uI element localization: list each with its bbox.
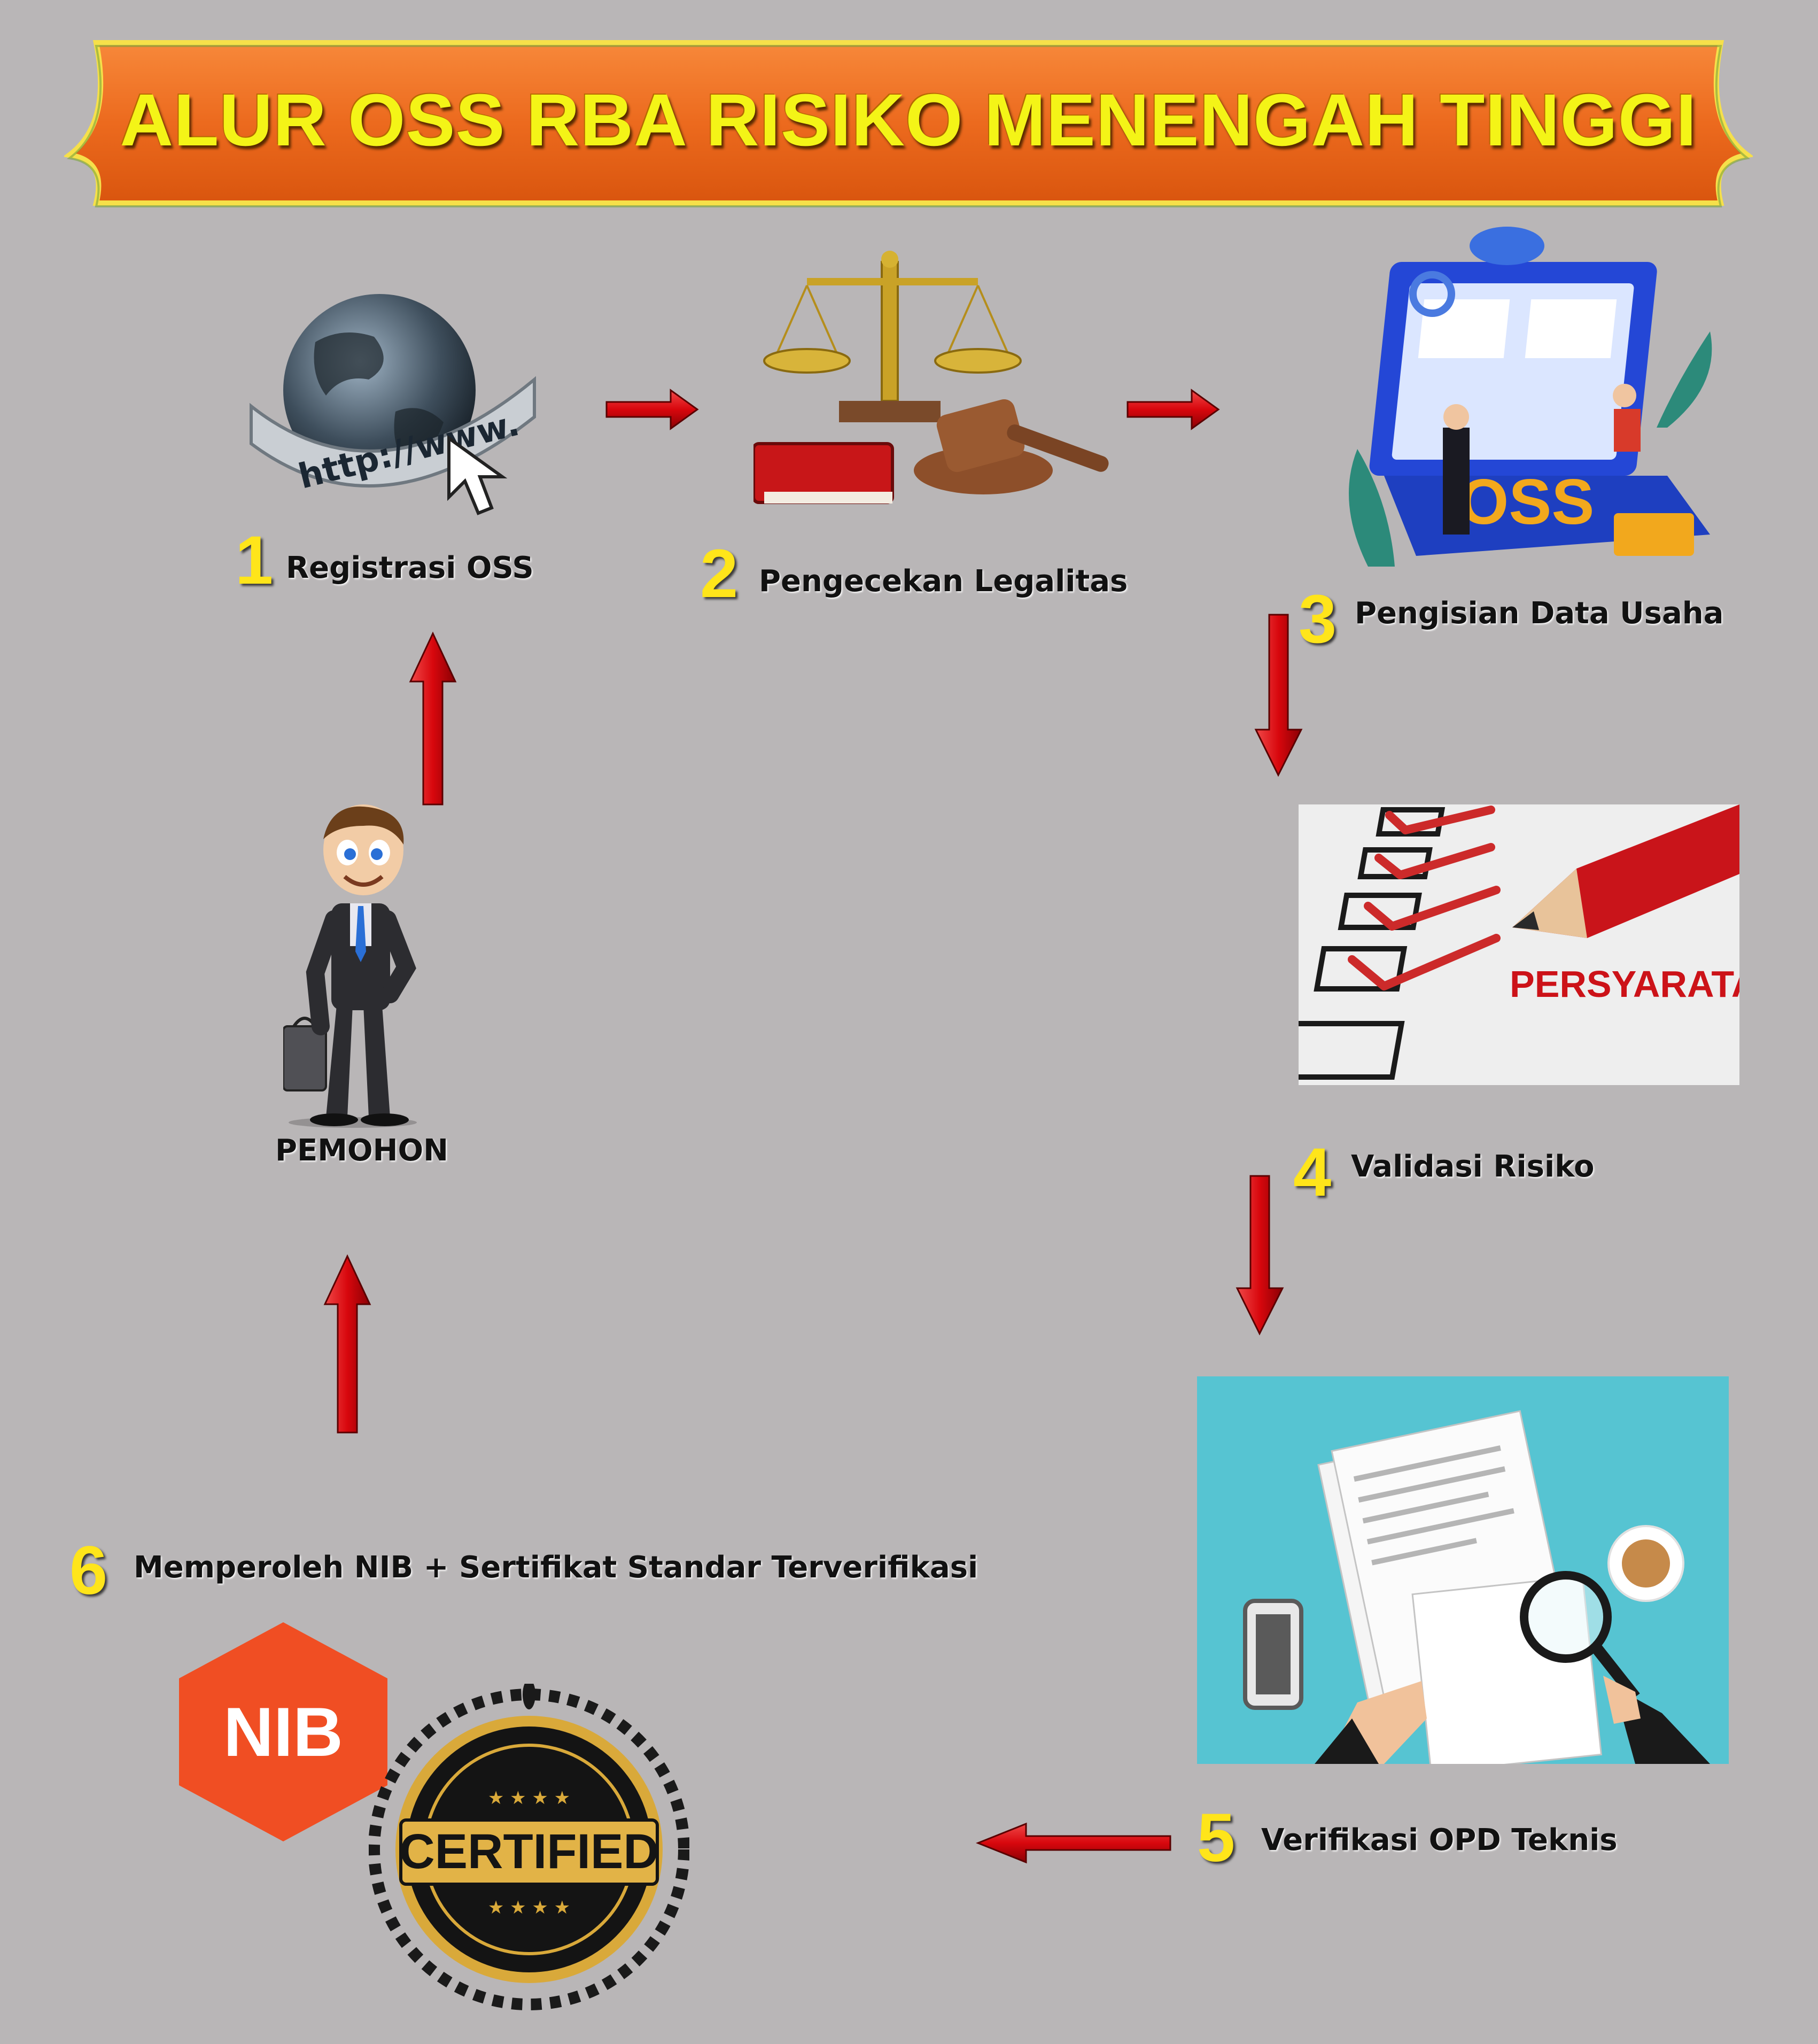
- step-1-number: 1: [235, 522, 274, 599]
- legal-scales-icon: [753, 251, 1109, 504]
- applicant-label: PEMOHON: [275, 1133, 448, 1168]
- globe-www-icon: http://www.: [250, 294, 536, 515]
- arrow-5-to-6: [975, 1822, 1171, 1864]
- step-6-label: Memperoleh NIB + Sertifikat Standar Terv…: [134, 1550, 978, 1585]
- svg-text:★ ★ ★ ★: ★ ★ ★ ★: [488, 1897, 570, 1918]
- step-3-label: Pengisian Data Usaha: [1355, 596, 1724, 631]
- step-4-label: Validasi Risiko: [1351, 1149, 1595, 1184]
- step-6-number: 6: [69, 1532, 108, 1609]
- step-5-number: 5: [1197, 1800, 1236, 1876]
- document-verification-image: [1197, 1376, 1729, 1764]
- arrow-3-to-4: [1254, 614, 1303, 777]
- step-2-label: Pengecekan Legalitas: [759, 564, 1128, 599]
- step-4-number: 4: [1293, 1134, 1332, 1211]
- arrow-applicant-to-1: [409, 631, 457, 806]
- requirements-checklist-image: PERSYARATAN: [1299, 804, 1739, 1085]
- oss-logo-text: OSS: [1459, 466, 1594, 538]
- arrow-4-to-5: [1236, 1175, 1284, 1336]
- nib-text: NIB: [223, 1693, 343, 1771]
- arrow-6-to-applicant: [323, 1254, 371, 1434]
- title-banner: [64, 40, 1753, 207]
- step-3-number: 3: [1299, 581, 1337, 657]
- step-5-label: Verifikasi OPD Teknis: [1261, 1823, 1618, 1857]
- arrow-2-to-3: [1126, 389, 1220, 430]
- step-1-label: Registrasi OSS: [286, 551, 534, 585]
- applicant-businessman-figure: [283, 804, 417, 1128]
- oss-dashboard-illustration: OSS: [1349, 227, 1712, 567]
- nib-hexagon-badge: NIB: [179, 1622, 387, 1841]
- step-2-number: 2: [700, 536, 739, 612]
- page-title: ALUR OSS RBA RISIKO MENENGAH TINGGI: [120, 79, 1697, 161]
- arrow-1-to-2: [605, 389, 699, 430]
- certified-seal-badge: CERTIFIED ★ ★ ★ ★ ★ ★ ★ ★: [369, 1684, 689, 2010]
- requirements-text: PERSYARATAN: [1510, 963, 1739, 1005]
- certified-text: CERTIFIED: [399, 1824, 659, 1879]
- svg-text:★ ★ ★ ★: ★ ★ ★ ★: [488, 1787, 570, 1809]
